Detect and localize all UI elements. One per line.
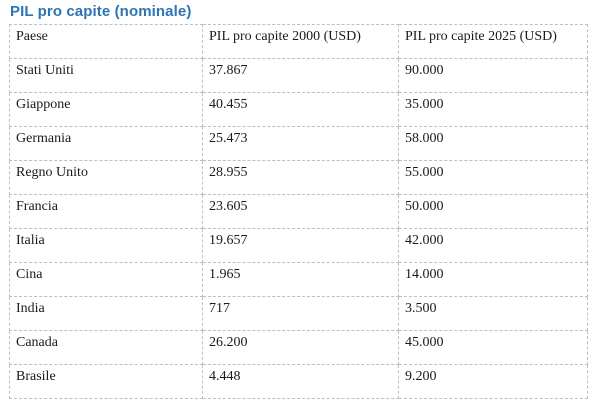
cell-2025: 42.000 <box>398 228 588 263</box>
cell-2000: 23.605 <box>202 194 399 229</box>
cell-2000: 37.867 <box>202 58 399 93</box>
cell-paese: Italia <box>9 228 203 263</box>
gdp-per-capita-table: Paese PIL pro capite 2000 (USD) PIL pro … <box>9 24 588 399</box>
cell-2025: 90.000 <box>398 58 588 93</box>
column-header-paese: Paese <box>9 24 203 59</box>
cell-2025: 58.000 <box>398 126 588 161</box>
table-row: Francia 23.605 50.000 <box>9 194 588 229</box>
table-row: Cina 1.965 14.000 <box>9 262 588 297</box>
cell-paese: Cina <box>9 262 203 297</box>
cell-paese: Brasile <box>9 364 203 399</box>
table-row: Stati Uniti 37.867 90.000 <box>9 58 588 93</box>
table-row: Regno Unito 28.955 55.000 <box>9 160 588 195</box>
cell-paese: Regno Unito <box>9 160 203 195</box>
cell-2000: 40.455 <box>202 92 399 127</box>
column-header-2000: PIL pro capite 2000 (USD) <box>202 24 399 59</box>
table-row: Brasile 4.448 9.200 <box>9 364 588 399</box>
cell-2000: 26.200 <box>202 330 399 365</box>
cell-paese: Canada <box>9 330 203 365</box>
cell-2025: 14.000 <box>398 262 588 297</box>
column-header-2025: PIL pro capite 2025 (USD) <box>398 24 588 59</box>
table-row: Germania 25.473 58.000 <box>9 126 588 161</box>
page-title: PIL pro capite (nominale) <box>10 3 192 20</box>
cell-2025: 35.000 <box>398 92 588 127</box>
cell-2025: 3.500 <box>398 296 588 331</box>
table-row: Giappone 40.455 35.000 <box>9 92 588 127</box>
cell-2025: 50.000 <box>398 194 588 229</box>
table-header-row: Paese PIL pro capite 2000 (USD) PIL pro … <box>9 24 588 59</box>
cell-paese: Francia <box>9 194 203 229</box>
cell-paese: Stati Uniti <box>9 58 203 93</box>
cell-2000: 28.955 <box>202 160 399 195</box>
cell-2000: 1.965 <box>202 262 399 297</box>
cell-2000: 717 <box>202 296 399 331</box>
cell-paese: India <box>9 296 203 331</box>
cell-2025: 9.200 <box>398 364 588 399</box>
cell-paese: Giappone <box>9 92 203 127</box>
cell-2000: 4.448 <box>202 364 399 399</box>
cell-paese: Germania <box>9 126 203 161</box>
cell-2000: 25.473 <box>202 126 399 161</box>
table-row: Italia 19.657 42.000 <box>9 228 588 263</box>
table-row: India 717 3.500 <box>9 296 588 331</box>
cell-2025: 55.000 <box>398 160 588 195</box>
table-row: Canada 26.200 45.000 <box>9 330 588 365</box>
cell-2025: 45.000 <box>398 330 588 365</box>
cell-2000: 19.657 <box>202 228 399 263</box>
